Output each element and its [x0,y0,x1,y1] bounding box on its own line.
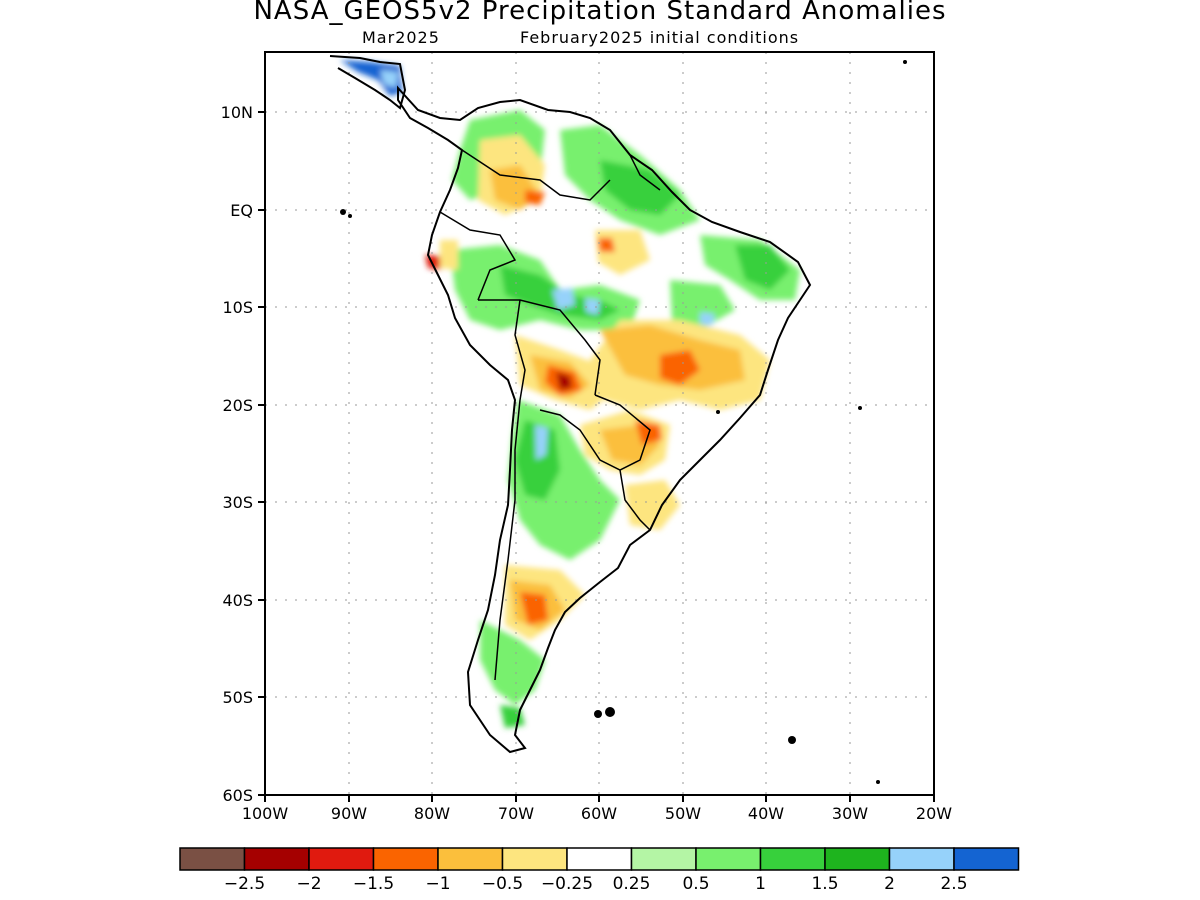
colorbar-swatch [695,847,762,871]
colorbar-swatch [437,847,504,871]
colorbar-swatch [630,847,697,871]
colorbar-swatch [953,847,1020,871]
lon-label: 60W [581,804,617,823]
colorbar-swatch [566,847,633,871]
colorbar-swatch [824,847,891,871]
lon-label: 50W [665,804,701,823]
anomaly-shading [340,60,800,728]
lon-label: 80W [414,804,450,823]
lat-label: 50S [222,688,253,707]
colorbar-label: −0.25 [541,874,593,894]
colorbar-swatch [243,847,310,871]
axis-ticks [258,111,935,802]
islands [340,60,907,784]
colorbar-swatch [372,847,439,871]
lat-label: 10S [222,298,253,317]
map-title: NASA_GEOS5v2 Precipitation Standard Anom… [253,0,947,26]
colorbar-swatch [888,847,955,871]
lat-label: 10N [221,103,253,122]
colorbar-label: 2 [884,874,895,894]
colorbar-swatch [501,847,568,871]
lat-label: 60S [222,786,253,805]
lon-label: 100W [242,804,289,823]
colorbar-label: 1.5 [811,874,838,894]
grid-lines [265,52,934,795]
lon-label: 90W [331,804,367,823]
colorbar-swatch [308,847,375,871]
colorbar-label: 2.5 [940,874,967,894]
colorbar-label: −1.5 [353,874,394,894]
colorbar-label: 1 [755,874,766,894]
lat-label: 30S [222,493,253,512]
colorbar-label: −2.5 [224,874,265,894]
colorbar-label: −2 [296,874,321,894]
colorbar-swatch [179,847,246,871]
lon-label: 70W [498,804,534,823]
initial-conditions: February2025 initial conditions [520,28,800,47]
colorbar-label: −1 [425,874,450,894]
colorbar-label: 0.5 [682,874,709,894]
lat-label: EQ [230,201,253,220]
coastlines [329,55,812,754]
lon-label: 30W [832,804,868,823]
map-plot: 10N EQ 10S 20S 30S 40S 50S 60S 100W 90W … [221,51,952,823]
colorbar-swatch [759,847,826,871]
country-borders [439,149,661,681]
lat-label: 20S [222,396,253,415]
colorbar-label: −0.5 [482,874,523,894]
colorbar-label: 0.25 [613,874,651,894]
forecast-month: Mar2025 [362,28,440,47]
lat-label: 40S [222,591,253,610]
lon-label: 40W [748,804,784,823]
lon-label: 20W [916,804,952,823]
